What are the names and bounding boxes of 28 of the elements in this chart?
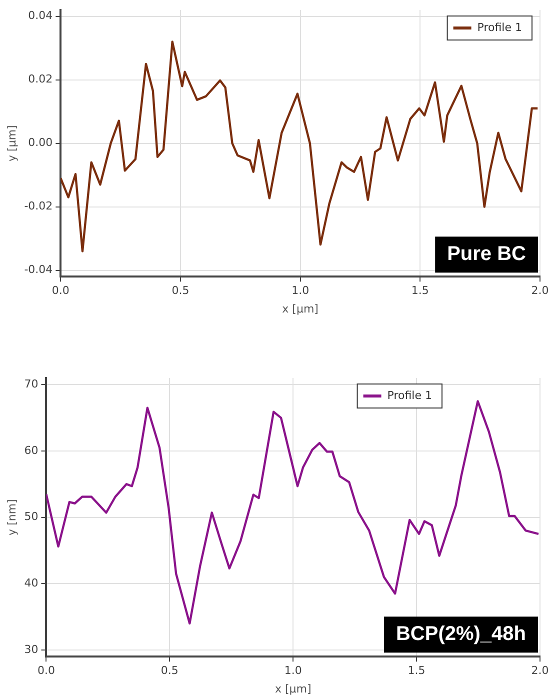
- annotation: Pure BC: [447, 243, 526, 266]
- y-tick-label: 0.04: [28, 9, 53, 22]
- y-tick-label: 0.02: [28, 72, 53, 86]
- x-tick-label: 1.0: [292, 284, 310, 298]
- legend-label: Profile 1: [387, 388, 432, 402]
- y-tick-label: 60: [24, 444, 38, 457]
- x-tick-label: 0.0: [37, 664, 55, 678]
- x-axis-title: x [µm]: [282, 302, 318, 316]
- y-axis-title: y [µm]: [5, 125, 18, 162]
- x-tick-label: 1.5: [408, 664, 426, 678]
- x-tick-label: 1.5: [411, 284, 429, 298]
- x-tick-label: 1.0: [284, 664, 302, 678]
- y-axis-title: y [nm]: [5, 499, 18, 536]
- x-tick-label: 2.0: [531, 664, 549, 678]
- y-tick-label: -0.02: [24, 200, 53, 213]
- y-tick-label: 70: [24, 377, 38, 390]
- y-tick-label: -0.04: [24, 263, 53, 276]
- x-tick-label: 0.5: [172, 284, 190, 298]
- annotation: BCP(2%)_48h: [396, 623, 526, 646]
- y-tick-label: 30: [24, 642, 38, 656]
- legend-label: Profile 1: [477, 20, 522, 34]
- x-tick-label: 2.0: [531, 284, 549, 298]
- y-tick-label: 50: [24, 510, 38, 524]
- x-tick-label: 0.0: [52, 284, 70, 298]
- y-tick-label: 40: [24, 576, 38, 590]
- x-axis-title: x [µm]: [274, 682, 312, 696]
- x-tick-label: 0.5: [160, 664, 178, 678]
- y-tick-label: 0.00: [28, 136, 53, 150]
